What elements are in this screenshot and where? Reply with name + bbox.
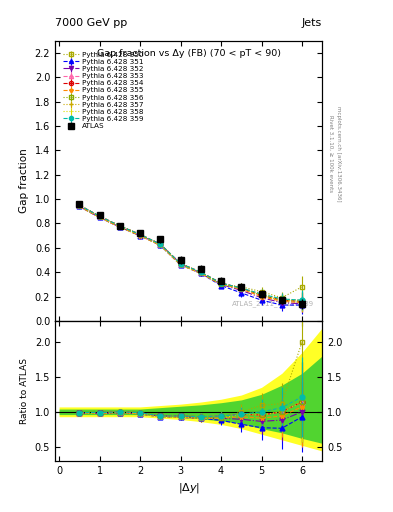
Text: ATLAS_2011_S9126289: ATLAS_2011_S9126289 [232, 300, 314, 307]
Text: Jets: Jets [302, 18, 322, 28]
Y-axis label: Gap fraction: Gap fraction [19, 148, 29, 214]
X-axis label: $|\Delta y|$: $|\Delta y|$ [178, 481, 200, 495]
Y-axis label: Ratio to ATLAS: Ratio to ATLAS [20, 358, 29, 424]
Text: Rivet 3.1.10, ≥ 100k events: Rivet 3.1.10, ≥ 100k events [328, 115, 333, 192]
Legend: Pythia 6.428 350, Pythia 6.428 351, Pythia 6.428 352, Pythia 6.428 353, Pythia 6: Pythia 6.428 350, Pythia 6.428 351, Pyth… [61, 50, 145, 131]
Text: mcplots.cern.ch [arXiv:1306.3436]: mcplots.cern.ch [arXiv:1306.3436] [336, 106, 341, 201]
Text: Gap fraction vs Δy (FB) (70 < pT < 90): Gap fraction vs Δy (FB) (70 < pT < 90) [97, 49, 281, 58]
Text: 7000 GeV pp: 7000 GeV pp [55, 18, 127, 28]
